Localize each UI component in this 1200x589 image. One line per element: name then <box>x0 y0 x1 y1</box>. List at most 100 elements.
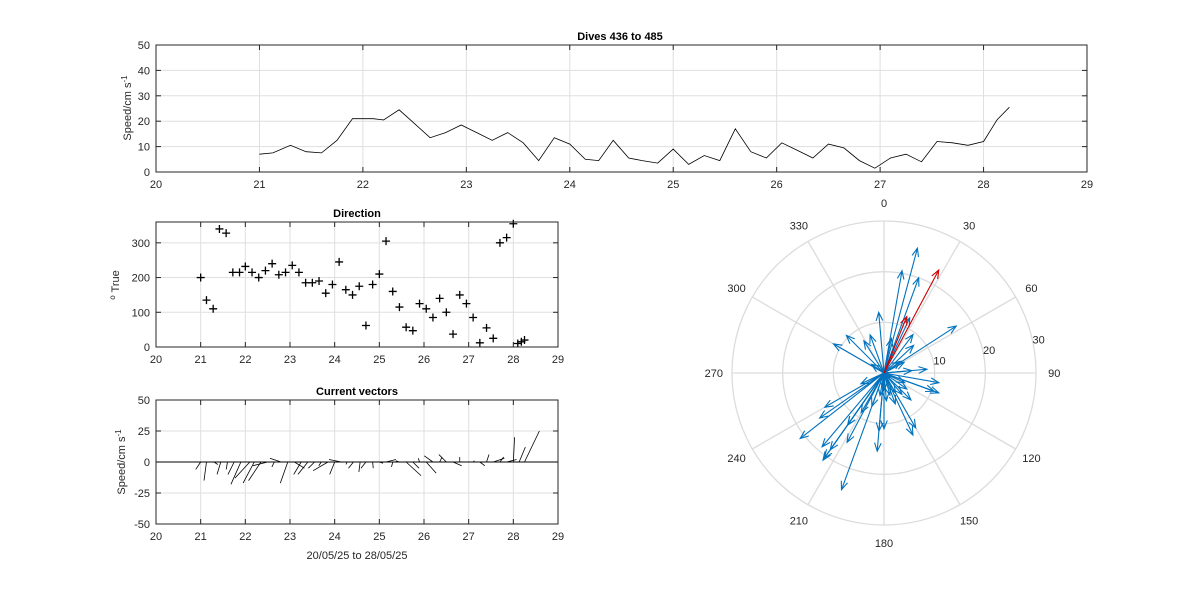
polar-radius-label: 20 <box>983 345 995 357</box>
direction-xtick-label: 23 <box>284 354 296 366</box>
direction-point <box>428 313 437 322</box>
polar-vector-head <box>896 269 905 280</box>
direction-point <box>215 224 224 233</box>
speed-ytick-label: 40 <box>138 65 150 77</box>
direction-ytick-label: 100 <box>132 307 150 319</box>
polar-vector-head <box>832 343 843 352</box>
polar-vector <box>863 340 885 374</box>
speed-chart-title: Dives 436 to 485 <box>577 31 663 43</box>
polar-vector <box>860 372 885 413</box>
polar-angle-label: 30 <box>963 221 975 233</box>
vectors-stick <box>328 459 342 463</box>
direction-point <box>235 268 244 277</box>
polar-vector <box>883 360 901 374</box>
vectors-stick <box>329 461 336 475</box>
vectors-stick <box>308 461 315 469</box>
polar-vector-head <box>823 399 834 408</box>
speed-xtick-label: 29 <box>1081 179 1093 191</box>
speed-chart: Dives 436 to 485 Speed/cm s-1 20 21 22 23 24… <box>120 31 1093 191</box>
direction-point <box>495 238 504 247</box>
direction-xtick-label: 21 <box>195 354 207 366</box>
vectors-stick <box>225 461 228 470</box>
vectors-xtick-label: 21 <box>195 531 207 543</box>
vectors-ytick-label: 0 <box>144 457 150 469</box>
direction-point <box>341 285 350 294</box>
direction-xtick-label: 29 <box>552 354 564 366</box>
direction-point <box>222 229 231 238</box>
polar-vector-head <box>888 394 897 406</box>
vectors-xtick-label: 20 <box>150 531 162 543</box>
speed-ytick-label: 10 <box>138 142 150 154</box>
speed-axes-box <box>155 44 1088 173</box>
vectors-stick <box>216 461 222 475</box>
vectors-stick <box>248 461 262 481</box>
vectors-ytick-label: -50 <box>134 519 150 531</box>
vectors-stick <box>417 458 420 463</box>
vectors-stick <box>234 461 251 479</box>
polar-vector <box>883 248 918 374</box>
speed-xtick-label: 22 <box>357 179 369 191</box>
vectors-stick <box>372 461 374 469</box>
polar-spoke <box>807 241 885 374</box>
speed-xtick-label: 20 <box>150 179 162 191</box>
polar-angle-label: 120 <box>1022 453 1040 465</box>
vectors-stick <box>297 461 309 475</box>
direction-point <box>288 261 297 270</box>
polar-vector-head <box>846 433 855 444</box>
vectors-stick <box>230 461 242 485</box>
vectors-stick <box>424 455 434 463</box>
polar-vector-head <box>918 366 929 374</box>
direction-ylabel: o True <box>108 270 122 300</box>
direction-point <box>509 219 518 228</box>
vectors-stick <box>452 461 462 467</box>
vectors-xtick-label: 29 <box>552 531 564 543</box>
direction-xtick-label: 26 <box>418 354 430 366</box>
vectors-stick <box>195 461 201 470</box>
vectors-stick <box>425 461 437 474</box>
polar-vector <box>824 372 885 408</box>
direction-point <box>261 266 270 275</box>
polar-vector-head <box>845 334 855 344</box>
polar-vector <box>883 372 939 394</box>
direction-point <box>308 278 317 287</box>
speed-ytick-label: 30 <box>138 91 150 103</box>
polar-vector-head <box>822 451 831 462</box>
polar-angle-label: 300 <box>727 283 745 295</box>
vectors-stick <box>385 459 397 463</box>
polar-angle-label: 90 <box>1048 368 1060 380</box>
vectors-ytick-label: -25 <box>134 488 150 500</box>
polar-ring <box>731 220 1037 526</box>
vectors-ytick-label: 50 <box>138 395 150 407</box>
polar-angle-label: 210 <box>790 515 808 527</box>
vectors-stick <box>348 461 354 469</box>
direction-point <box>228 268 237 277</box>
direction-point <box>268 259 277 268</box>
vectors-stick <box>379 461 384 464</box>
polar-vector-head <box>874 442 882 453</box>
polar-vector-head <box>880 382 888 393</box>
polar-vector-head <box>863 339 872 350</box>
polar-vector-head <box>902 316 911 327</box>
speed-xtick-label: 21 <box>253 179 265 191</box>
vectors-chart-title: Current vectors <box>316 386 398 398</box>
vectors-xlabel: 20/05/25 to 28/05/25 <box>307 550 408 562</box>
speed-xtick-label: 26 <box>771 179 783 191</box>
vectors-stick <box>512 437 515 463</box>
polar-ring <box>782 271 986 475</box>
vectors-stick <box>312 461 329 472</box>
speed-xtick-label: 25 <box>667 179 679 191</box>
direction-ytick-label: 300 <box>132 238 150 250</box>
polar-angle-label: 330 <box>790 221 808 233</box>
vectors-stick <box>524 430 540 463</box>
polar-vector <box>833 343 885 374</box>
polar-vector <box>878 372 885 432</box>
polar-mean-vector-head <box>931 268 940 280</box>
polar-vector <box>845 334 885 374</box>
polar-mean-vector <box>883 269 940 374</box>
polar-vector-head <box>905 333 914 344</box>
polar-vector <box>883 372 914 436</box>
vectors-stick <box>213 461 219 465</box>
vectors-stick <box>518 446 526 463</box>
polar-vector-head <box>897 381 909 390</box>
direction-point <box>489 334 498 343</box>
